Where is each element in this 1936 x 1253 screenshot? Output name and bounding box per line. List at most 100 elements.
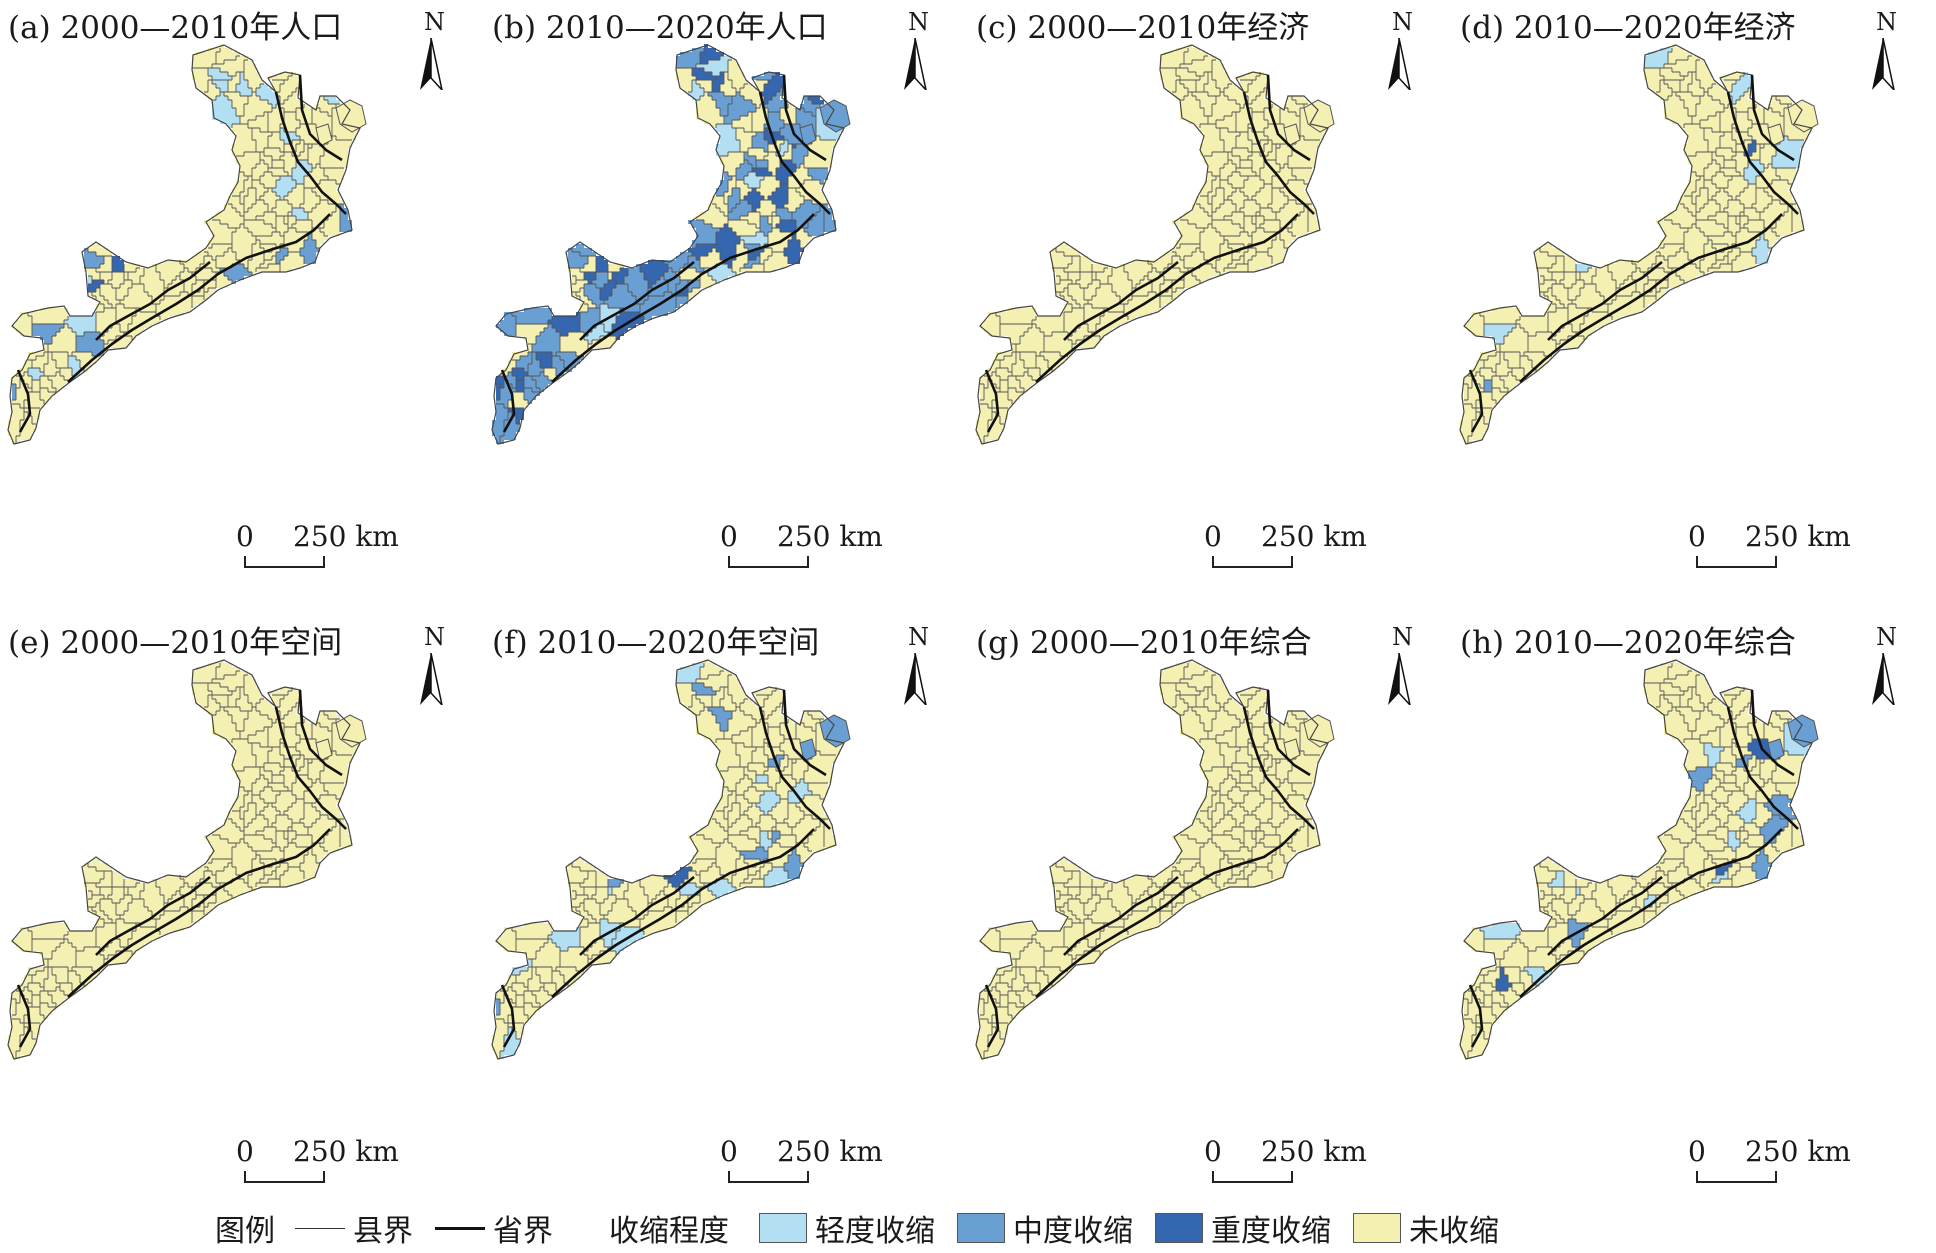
province-boundary	[95, 260, 211, 341]
province-boundary	[1547, 875, 1663, 956]
county-boundary-line	[295, 1227, 345, 1229]
scale-bar: 0 250 km	[1204, 520, 1367, 570]
region-map	[491, 659, 851, 1060]
legend-swatch	[957, 1213, 1005, 1243]
county-region-none	[8, 44, 360, 444]
north-arrow: N	[898, 625, 938, 705]
scale-distance-label: 250 km	[777, 520, 883, 553]
legend-moderate: 中度收缩	[957, 1206, 1133, 1250]
county-fill-layer	[8, 44, 360, 444]
county-fill-layer	[8, 659, 360, 1059]
province-boundary	[758, 706, 831, 830]
province-boundary	[579, 875, 695, 956]
scale-line	[1696, 1171, 1777, 1183]
panel-title: (d) 2010—2020年经济	[1460, 10, 1796, 46]
map-panel-c: (c) 2000—2010年经济 N 0 250 km	[968, 0, 1452, 590]
province-boundary	[579, 260, 695, 341]
map-panels: (a) 2000—2010年人口 N 0 250 km (b) 2010—202…	[0, 0, 1936, 1183]
panel-title: (b) 2010—2020年人口	[492, 10, 828, 46]
county-region-severe	[496, 44, 824, 424]
province-boundary	[16, 984, 32, 1048]
province-boundary	[1547, 260, 1663, 341]
province-boundary	[1468, 984, 1484, 1048]
county-fill-layer	[492, 659, 844, 1059]
north-arrow: N	[898, 10, 938, 90]
scale-zero-label: 0	[1204, 520, 1222, 553]
province-boundary	[1750, 689, 1795, 777]
legend-label: 轻度收缩	[815, 1214, 935, 1249]
county-region-light	[584, 56, 844, 344]
scale-distance-label: 250 km	[1261, 1135, 1367, 1168]
scale-line	[1212, 556, 1293, 568]
map-panel-d: (d) 2010—2020年经济 N 0 250 km	[1452, 0, 1936, 590]
province-boundary	[1468, 369, 1484, 433]
map-panel-g: (g) 2000—2010年综合 N 0 250 km	[968, 615, 1452, 1205]
province-boundary	[1519, 828, 1783, 998]
island-region	[799, 738, 817, 762]
region-outline	[975, 659, 1329, 1060]
province-boundary	[1726, 706, 1799, 830]
county-region-none	[1460, 659, 1804, 1059]
island-region	[1767, 123, 1785, 147]
province-boundary	[551, 828, 815, 998]
north-label: N	[908, 623, 929, 651]
province-boundary	[984, 984, 1000, 1048]
north-label: N	[1876, 8, 1897, 36]
county-region-none	[8, 659, 360, 1059]
scale-zero-label: 0	[1688, 520, 1706, 553]
map-panel-f: (f) 2010—2020年空间 N 0 250 km	[484, 615, 968, 1205]
region-map	[975, 659, 1335, 1060]
scale-distance-label: 250 km	[1745, 1135, 1851, 1168]
north-arrow-icon	[904, 38, 927, 90]
province-boundary	[500, 369, 516, 433]
province-boundary	[1035, 828, 1299, 998]
map-panel-a: (a) 2000—2010年人口 N 0 250 km	[0, 0, 484, 590]
scale-line	[244, 556, 325, 568]
north-arrow-icon	[1872, 653, 1895, 705]
north-label: N	[1392, 623, 1413, 651]
legend-label: 县界	[353, 1214, 413, 1249]
province-boundary	[1266, 74, 1311, 162]
province-boundary	[984, 369, 1000, 433]
panel-title: (e) 2000—2010年空间	[8, 625, 343, 661]
scale-zero-label: 0	[720, 520, 738, 553]
north-arrow: N	[414, 625, 454, 705]
region-outline	[1459, 659, 1813, 1060]
legend-county-boundary: 县界	[295, 1206, 413, 1250]
region-map	[7, 44, 367, 445]
region-outline	[1459, 44, 1813, 445]
province-boundary	[95, 875, 211, 956]
island-region	[1283, 123, 1301, 147]
scale-distance-label: 250 km	[777, 1135, 883, 1168]
scale-distance-label: 250 km	[1261, 520, 1367, 553]
province-boundary	[1519, 213, 1783, 383]
legend-province-boundary: 省界	[435, 1206, 553, 1250]
scale-line	[1212, 1171, 1293, 1183]
legend-none: 未收缩	[1353, 1206, 1499, 1250]
legend-title: 图例	[215, 1214, 275, 1249]
north-label: N	[424, 623, 445, 651]
legend-swatch	[1353, 1213, 1401, 1243]
region-outline	[7, 659, 361, 1060]
county-fill-layer	[976, 44, 1328, 444]
legend-label: 省界	[493, 1214, 553, 1249]
region-map	[7, 659, 367, 1060]
province-boundary	[298, 74, 343, 162]
scale-zero-label: 0	[236, 1135, 254, 1168]
province-boundary	[500, 984, 516, 1048]
region-outline	[7, 44, 361, 445]
scale-distance-label: 250 km	[293, 1135, 399, 1168]
map-panel-h: (h) 2010—2020年综合 N 0 250 km	[1452, 615, 1936, 1205]
province-boundary	[551, 213, 815, 383]
province-boundary	[67, 828, 331, 998]
north-arrow-icon	[420, 653, 443, 705]
island-region	[315, 738, 333, 762]
province-boundary	[782, 74, 827, 162]
legend-degree-title: 收缩程度	[609, 1214, 729, 1249]
province-boundary	[1063, 875, 1179, 956]
province-boundary	[1266, 689, 1311, 777]
north-label: N	[1876, 623, 1897, 651]
scale-bar: 0 250 km	[1688, 520, 1851, 570]
legend-severe: 重度收缩	[1155, 1206, 1331, 1250]
county-region-severe	[664, 867, 692, 887]
